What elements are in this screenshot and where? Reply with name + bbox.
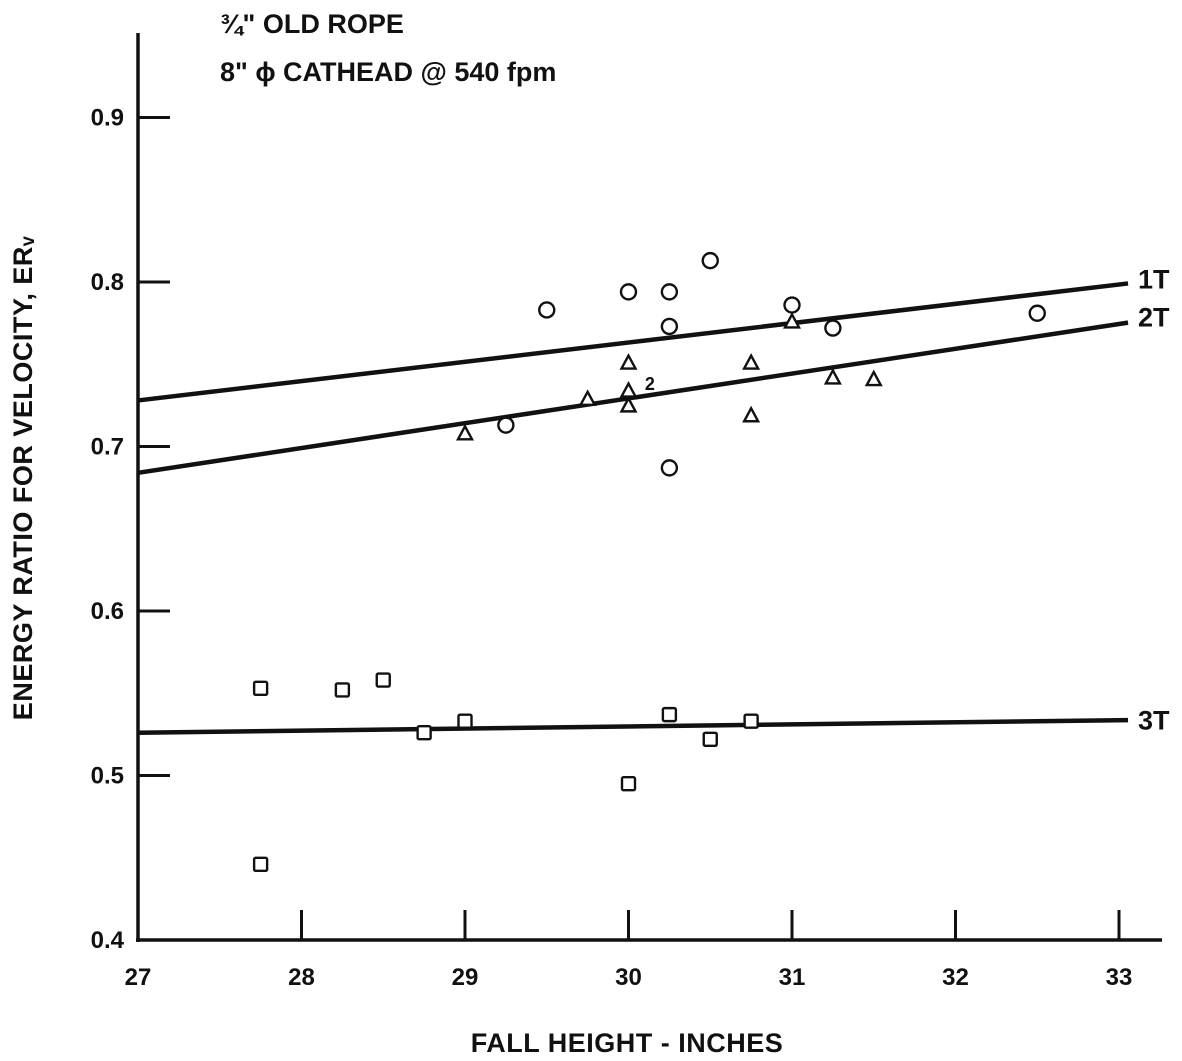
x-tick-label: 31 xyxy=(779,964,806,991)
square-point xyxy=(620,776,637,792)
triangle-point xyxy=(455,423,475,441)
triangle-point xyxy=(864,369,883,387)
x-tick-label: 32 xyxy=(942,964,969,991)
square-point xyxy=(743,713,759,729)
square-point xyxy=(334,682,351,698)
circle-point xyxy=(824,319,842,337)
y-axis-ticks: 0.4 0.5 0.6 0.7 0.8 0.9 xyxy=(91,105,170,954)
x-tick-label: 30 xyxy=(615,964,642,991)
triangle-point xyxy=(782,311,802,329)
fit-line-1t xyxy=(137,281,1129,403)
circle-point xyxy=(497,416,515,434)
series-label-1t: 1T xyxy=(1138,265,1170,295)
y-tick-label: 0.4 xyxy=(91,927,125,954)
y-tick-label: 0.5 xyxy=(91,763,124,790)
series-labels: 1T 2T 3T xyxy=(1138,265,1170,736)
series-label-3t: 3T xyxy=(1138,706,1170,736)
annotations: 2 xyxy=(645,374,655,394)
x-axis-ticks: 27 28 29 30 31 32 33 xyxy=(125,910,1133,991)
square-point xyxy=(252,680,269,697)
square-point xyxy=(416,725,432,741)
x-tick-label: 29 xyxy=(452,964,479,991)
y-tick-label: 0.8 xyxy=(91,269,124,296)
point-count-annotation: 2 xyxy=(645,374,655,394)
circle-point xyxy=(619,283,638,301)
square-point xyxy=(457,713,473,729)
triangle-point xyxy=(619,381,638,398)
triangle-point xyxy=(619,353,638,370)
square-point xyxy=(375,672,391,688)
circle-point xyxy=(660,317,679,336)
x-tick-label: 28 xyxy=(288,964,315,991)
x-tick-label: 33 xyxy=(1106,964,1133,991)
fit-lines xyxy=(137,281,1129,735)
triangle-point xyxy=(742,405,761,423)
chart-title-line-2: 8" ϕ CATHEAD @ 540 fpm xyxy=(220,57,556,87)
circle-point xyxy=(660,459,679,477)
y-tick-label: 0.7 xyxy=(91,434,124,461)
circle-point xyxy=(701,251,719,270)
circle-point xyxy=(783,296,801,314)
y-tick-label: 0.6 xyxy=(91,598,124,625)
circle-point xyxy=(1028,304,1046,322)
square-point xyxy=(702,731,718,748)
triangle-point xyxy=(619,395,638,413)
fit-line-3t xyxy=(137,717,1129,735)
circle-point xyxy=(660,283,679,301)
series-label-2t: 2T xyxy=(1138,303,1170,333)
y-tick-label: 0.9 xyxy=(91,105,124,132)
triangle-point xyxy=(578,389,597,406)
square-point xyxy=(252,856,269,873)
x-tick-label: 27 xyxy=(125,964,152,991)
triangle-point xyxy=(823,367,842,385)
x-axis-title: FALL HEIGHT - INCHES xyxy=(471,1028,784,1058)
y-axis-title: ENERGY RATIO FOR VELOCITY, ERᵥ xyxy=(8,236,38,720)
circle-point xyxy=(538,301,556,319)
square-point xyxy=(661,706,678,723)
triangle-point xyxy=(742,353,761,370)
chart-title-line-1: ¾" OLD ROPE xyxy=(220,9,404,39)
data-points xyxy=(252,251,1046,873)
